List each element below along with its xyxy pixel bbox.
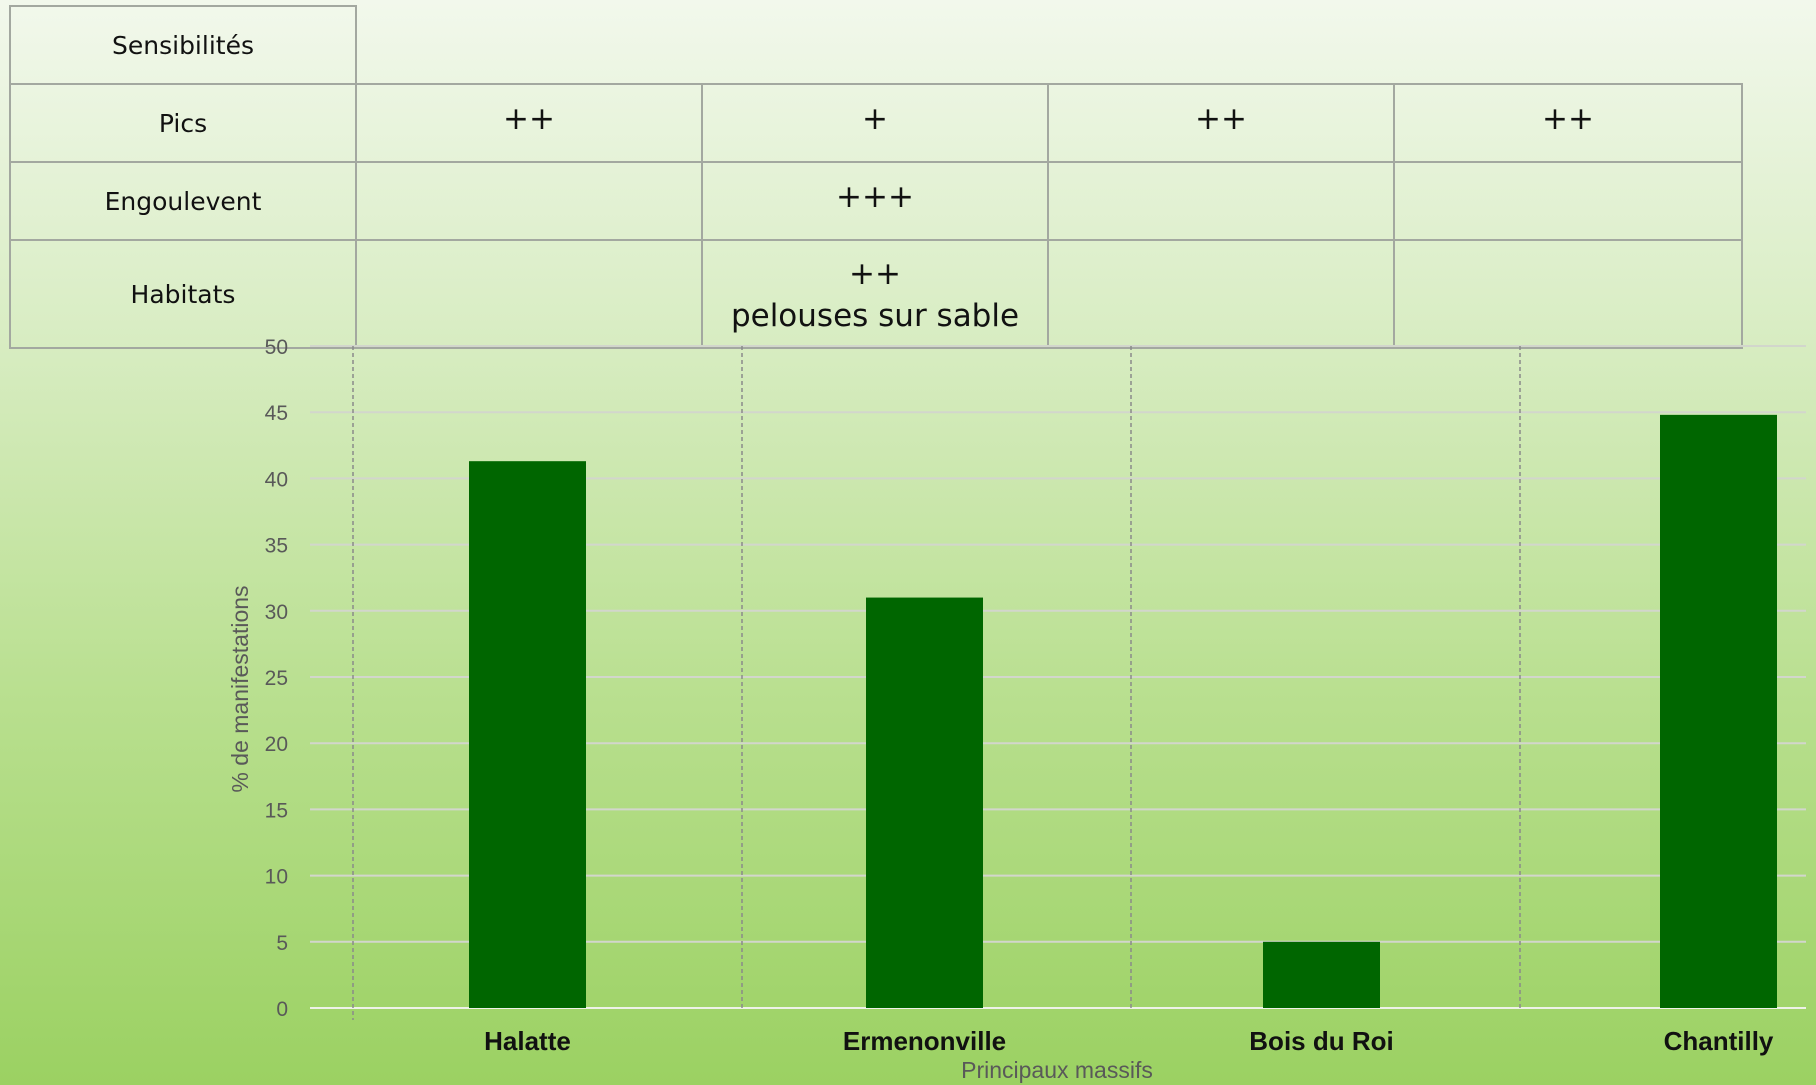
y-tick-labels: 0 5 10 15 20 25 30 35 40 45 50 xyxy=(265,336,288,1021)
y-tick-label: 15 xyxy=(265,799,288,822)
y-axis-title: % de manifestations xyxy=(227,585,253,792)
category-label: Halatte xyxy=(484,1026,571,1056)
category-labels: Halatte Ermenonville Bois du Roi Chantilly xyxy=(484,1026,1774,1056)
cell-pics-chantilly: ++ xyxy=(1393,83,1743,163)
x-axis-title: Principaux massifs xyxy=(961,1057,1153,1083)
y-tick-label: 45 xyxy=(265,402,288,425)
cell-habitats-chantilly xyxy=(1393,239,1743,349)
bars xyxy=(469,414,1777,1008)
y-tick-label: 30 xyxy=(265,601,288,624)
y-tick-label: 20 xyxy=(265,733,288,756)
y-tick-label: 0 xyxy=(276,998,288,1021)
category-label: Bois du Roi xyxy=(1249,1026,1393,1056)
y-tick-label: 5 xyxy=(276,932,288,955)
bar xyxy=(469,461,586,1008)
y-tick-label: 25 xyxy=(265,667,288,690)
y-tick-label: 10 xyxy=(265,866,288,889)
bar xyxy=(866,597,983,1008)
bar xyxy=(1263,941,1380,1008)
category-label: Chantilly xyxy=(1664,1026,1774,1056)
y-tick-label: 40 xyxy=(265,468,288,491)
category-dividers xyxy=(352,346,1521,1020)
y-tick-label: 35 xyxy=(265,535,288,558)
y-tick-label: 50 xyxy=(265,336,288,359)
category-label: Ermenonville xyxy=(843,1026,1006,1056)
bar xyxy=(1660,414,1777,1008)
